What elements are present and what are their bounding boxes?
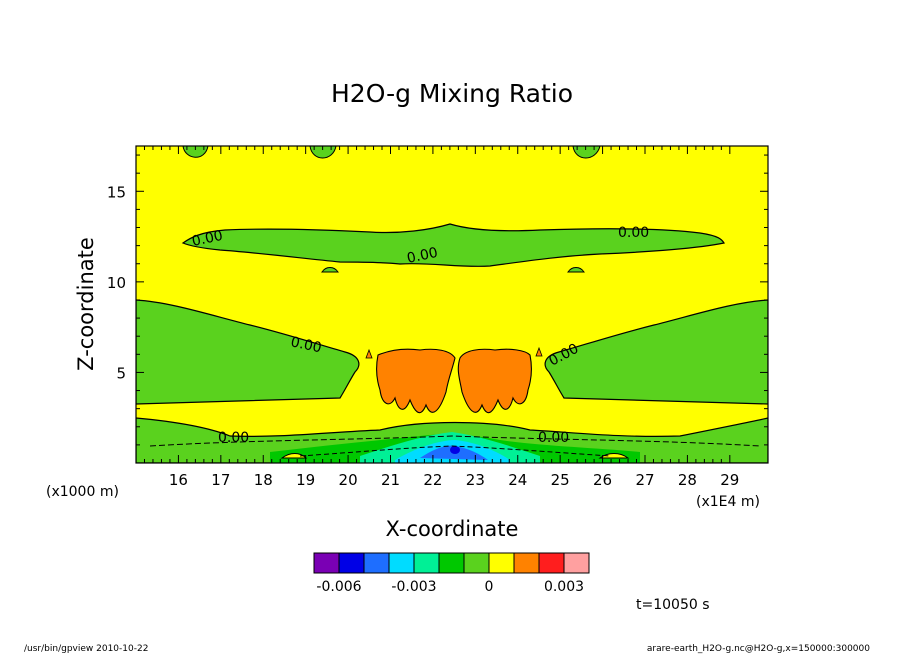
time-label: t=10050 s — [636, 597, 710, 613]
x-unit-right: (x1E4 m) — [696, 494, 760, 510]
colorbar-swatch — [338, 552, 365, 574]
colorbar-tick-label: 0 — [485, 579, 494, 595]
green-region-left — [136, 299, 360, 405]
orange-mark — [365, 348, 373, 359]
contour-label: 0.00 — [538, 430, 569, 446]
y-axis: 5 10 15 — [107, 154, 768, 446]
colorbar-swatch — [563, 552, 590, 574]
colorbar-swatch — [438, 552, 465, 574]
x-tick-label: 19 — [296, 471, 315, 489]
x-tick-label: 27 — [635, 471, 654, 489]
contour-label: 0.00 — [218, 430, 249, 446]
x-unit-left: (x1000 m) — [46, 484, 119, 500]
orange-mark — [535, 346, 543, 357]
colorbar-tick-label: -0.006 — [316, 579, 361, 595]
contour-label: 0.00 — [191, 228, 225, 250]
small-mound — [567, 267, 585, 273]
small-mound — [321, 267, 339, 273]
orange-cell-left — [376, 348, 456, 414]
footer-right: arare-earth_H2O-g.nc@H2O-g,x=150000:3000… — [647, 644, 870, 654]
green-region-right — [544, 299, 768, 405]
colorbar-tick-label: -0.003 — [391, 579, 436, 595]
y-axis-title: Z-coordinate — [74, 237, 98, 371]
x-tick-label: 26 — [593, 471, 612, 489]
x-tick-label: 28 — [678, 471, 697, 489]
x-tick-label: 29 — [720, 471, 739, 489]
plot-frame — [135, 145, 769, 464]
x-axis: 16 17 18 19 20 21 22 23 24 25 26 27 28 29 — [143, 146, 739, 489]
dashed-contour — [299, 445, 611, 457]
green-band-upper — [181, 223, 725, 267]
deep-blue-core — [450, 446, 460, 454]
background-fill — [136, 146, 768, 463]
x-tick-label: 23 — [466, 471, 485, 489]
colorbar-swatch — [538, 552, 565, 574]
dashed-contour — [149, 435, 761, 447]
contour-label: 0.00 — [406, 245, 440, 267]
x-tick-label: 18 — [254, 471, 273, 489]
footer-left: /usr/bin/gpview 2010-10-22 — [24, 644, 148, 654]
colorbar-swatch — [313, 552, 340, 574]
colorbar-swatch — [463, 552, 490, 574]
x-tick-label: 24 — [508, 471, 527, 489]
x-tick-label: 17 — [211, 471, 230, 489]
colorbar-swatch — [388, 552, 415, 574]
contour-labels: 0.00 0.00 0.00 0.00 0.00 0.00 0.00 — [191, 225, 650, 446]
x-tick-label: 21 — [381, 471, 400, 489]
orange-cell-right — [457, 348, 532, 414]
colorbar-swatch — [413, 552, 440, 574]
contour-label: 0.00 — [289, 334, 323, 356]
colorbar-swatch — [513, 552, 540, 574]
x-tick-label: 16 — [169, 471, 188, 489]
colorbar-swatch — [363, 552, 390, 574]
y-tick-label: 10 — [107, 274, 126, 292]
y-tick-label: 5 — [116, 364, 126, 382]
x-tick-label: 20 — [339, 471, 358, 489]
colorbar-swatch — [488, 552, 515, 574]
x-axis-title: X-coordinate — [386, 517, 519, 541]
contour-field — [136, 146, 768, 463]
x-tick-label: 22 — [423, 471, 442, 489]
colorbar — [313, 552, 590, 574]
colorbar-tick-label: 0.003 — [544, 579, 584, 595]
y-tick-label: 15 — [107, 183, 126, 201]
chart-title: H2O-g Mixing Ratio — [331, 79, 573, 108]
x-tick-label: 25 — [551, 471, 570, 489]
contour-label: 0.00 — [618, 225, 649, 241]
colorbar-labels: -0.006 -0.003 0 0.003 — [316, 579, 584, 595]
